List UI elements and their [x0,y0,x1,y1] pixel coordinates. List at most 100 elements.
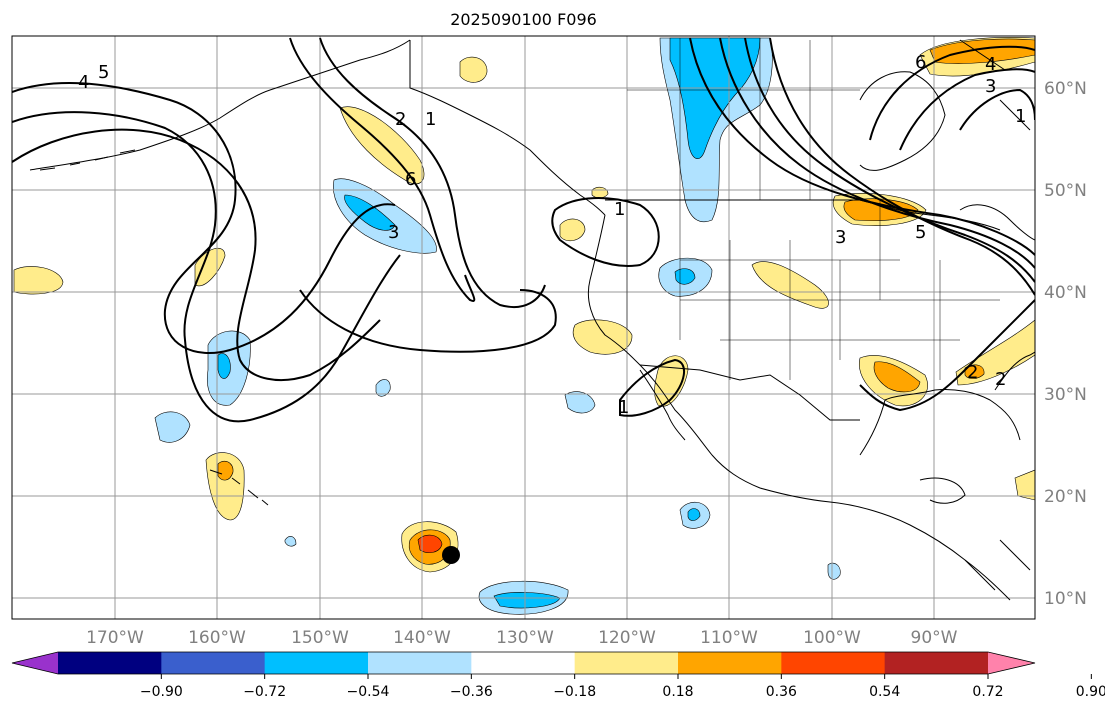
alaska-south-coast [409,40,606,216]
negative-anomaly-area [375,379,391,397]
positive-anomaly-area [559,218,586,242]
negative-anomaly-core [687,508,701,521]
positive-anomaly-area [751,261,829,309]
contour-line [299,289,557,353]
colorbar-tick-label: −0.54 [347,684,390,700]
colorbar-low-extend [12,652,58,674]
colorbar-tick-label: −0.36 [450,684,493,700]
lon-label: 110°W [700,628,758,648]
colorbar-ticks: −0.90 −0.72 −0.54 −0.36 −0.18 0.18 0.36 0.54 0.7… [140,674,1105,700]
lat-label: 30°N [1044,385,1087,405]
negative-anomaly-core [344,194,396,231]
contour-label: 4 [78,72,89,93]
contour-line [319,37,546,308]
contour-label: 3 [985,76,996,97]
contour-label: 6 [405,169,416,190]
lon-label: 150°W [291,628,349,648]
contour-line [769,37,1035,296]
colorbar-bin [58,652,162,674]
positive-anomaly-core [964,364,985,379]
contour-label: 3 [835,227,846,248]
florida-coast [994,351,1035,391]
contour-line [744,37,1035,283]
coastlines [29,38,1035,601]
positive-anomaly-area [572,319,633,355]
lat-label: 20°N [1044,487,1087,507]
contour-label: 1 [614,199,625,220]
colorbar-bin [368,652,472,674]
contour-label: 1 [1015,106,1026,127]
contour-line [12,128,381,381]
map-frame [11,35,1036,620]
contour-line [619,358,685,417]
map-area: 4 5 2 1 6 3 1 5 3 1 2 6 4 1 3 2 [12,36,1035,619]
colorbar-tick-label: 0.36 [766,684,797,700]
lon-label: 170°W [86,628,144,648]
negative-anomaly-core [669,37,761,159]
colorbar-outline [11,651,1036,675]
colorbar-tick-label: 0.90 [1076,684,1105,700]
contour-line [869,45,1035,141]
negative-anomaly-area [284,536,297,547]
aleutian-islands [39,149,136,171]
contours [12,37,1035,423]
contour-label: 3 [388,222,399,243]
hawaii-islands [209,469,269,506]
colorbar-bins [58,652,989,674]
contour-label: 5 [915,222,926,243]
contour-line [859,299,1035,412]
strong-positive-anomaly [417,534,443,553]
negative-anomaly-area [827,562,841,580]
canadian-provinces [627,38,860,200]
negative-anomaly-area [564,391,596,414]
positive-anomaly-area [194,247,226,287]
contour-line [12,82,396,355]
lon-label: 90°W [911,628,958,648]
gulf-coast [859,389,1021,456]
lon-label: 120°W [598,628,656,648]
colorbar-tick-label: 0.18 [662,684,693,700]
contour-line [289,37,476,302]
hudson-bay [859,71,946,171]
positive-anomaly-core [843,198,919,221]
colorbar-bin [471,652,576,674]
contour-line [12,111,401,423]
negative-anomaly-core [217,353,231,379]
positive-anomaly-area [459,56,488,83]
colorbar-bin [264,652,369,674]
colorbar-tick-label: 0.72 [972,684,1003,700]
lat-label: 60°N [1044,79,1087,99]
baja-california [639,369,686,441]
greenland-labrador [959,39,1031,131]
negative-anomaly-area [154,411,191,443]
contour-label: 2 [967,362,978,383]
contour-label: 2 [995,369,1006,390]
contour-label: 1 [618,397,629,418]
lat-label: 10°N [1044,589,1087,609]
alaska-coast [29,39,411,171]
colorbar-bin [678,652,782,674]
contour-line [959,88,1035,131]
gridlines [12,36,1035,619]
positive-anomaly-core [873,361,921,393]
colorbar-tick-label: −0.72 [243,684,286,700]
colorbar-bin [161,652,266,674]
colorbar: −0.90 −0.72 −0.54 −0.36 −0.18 0.18 0.36 0.54 0.7… [11,651,1105,700]
contour-line [689,37,1035,256]
colorbar-tick-label: −0.90 [140,684,183,700]
colorbar-bin [574,652,679,674]
contour-label: 6 [915,52,926,73]
positive-anomaly-area [205,452,245,521]
positive-anomaly-core [929,38,1035,64]
contour-line [899,68,1035,151]
colorbar-high-extend [988,652,1035,674]
contour-labels: 4 5 2 1 6 3 1 5 3 1 2 6 4 1 3 2 [78,52,1026,418]
contour-line [551,197,660,267]
north-american-west-coast [587,214,1011,601]
positive-anomaly-core [217,460,234,481]
lon-label: 100°W [803,628,861,648]
lon-label: 160°W [188,628,246,648]
great-lakes [959,204,1035,241]
us-mexico-border [639,364,860,421]
